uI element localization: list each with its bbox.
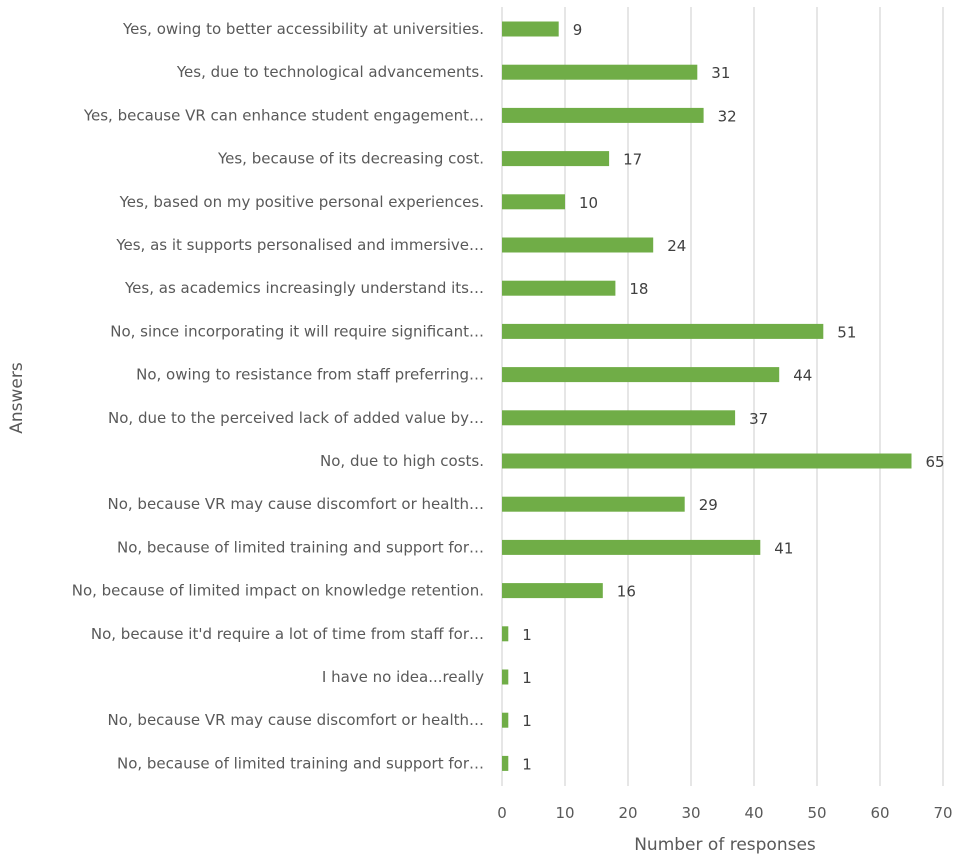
x-tick-labels: 0 10 20 30 40 50 60 70 (497, 804, 952, 822)
x-tick-label: 30 (681, 804, 700, 822)
data-label: 1 (522, 669, 532, 687)
data-label: 41 (774, 539, 793, 557)
x-tick-label: 0 (497, 804, 507, 822)
bar (502, 194, 565, 210)
category-label: No, since incorporating it will require … (110, 322, 484, 340)
category-label: Yes, because of its decreasing cost. (217, 150, 484, 168)
category-label: No, because it'd require a lot of time f… (91, 625, 484, 643)
bar (502, 410, 736, 426)
data-label: 16 (617, 583, 636, 601)
data-label: 1 (522, 755, 532, 773)
bar (502, 21, 559, 37)
data-label: 51 (837, 323, 856, 341)
data-label: 10 (579, 194, 598, 212)
category-label: No, because VR may cause discomfort or h… (107, 711, 484, 729)
category-label: No, due to high costs. (320, 452, 484, 470)
data-label: 17 (623, 151, 642, 169)
category-label: Yes, as academics increasingly understan… (124, 279, 484, 297)
bar (502, 151, 610, 167)
data-label: 65 (926, 453, 945, 471)
bars (502, 21, 912, 771)
x-tick-label: 10 (555, 804, 574, 822)
bar (502, 323, 824, 339)
category-label: Yes, owing to better accessibility at un… (122, 20, 484, 38)
category-label: Yes, based on my positive personal exper… (119, 193, 484, 211)
category-label: Yes, due to technological advancements. (176, 63, 484, 81)
bar (502, 755, 509, 771)
category-labels: Yes, owing to better accessibility at un… (72, 20, 484, 772)
data-label: 18 (629, 280, 648, 298)
x-tick-label: 60 (870, 804, 889, 822)
data-label: 44 (793, 367, 812, 385)
data-label: 24 (667, 237, 686, 255)
bar (502, 453, 912, 469)
data-label: 31 (711, 64, 730, 82)
data-labels: 9 31 32 17 10 24 18 51 44 37 65 29 41 16 1 1 1 1 (522, 21, 944, 773)
y-axis-title: Answers (7, 362, 27, 434)
data-label: 9 (573, 21, 583, 39)
data-label: 29 (699, 496, 718, 514)
x-tick-label: 70 (933, 804, 952, 822)
category-label: No, owing to resistance from staff prefe… (136, 366, 484, 384)
data-label: 32 (718, 107, 737, 125)
category-label: No, because of limited training and supp… (117, 754, 484, 772)
category-label: No, because of limited training and supp… (117, 538, 484, 556)
category-label: Yes, as it supports personalised and imm… (115, 236, 484, 254)
bar (502, 107, 704, 123)
x-tick-label: 50 (807, 804, 826, 822)
bar (502, 280, 616, 296)
x-axis-title: Number of responses (634, 835, 816, 855)
bar (502, 496, 685, 512)
bar (502, 712, 509, 728)
bar (502, 367, 780, 383)
bar (502, 237, 654, 253)
x-tick-label: 40 (744, 804, 763, 822)
category-label: No, due to the perceived lack of added v… (108, 409, 484, 427)
bar (502, 669, 509, 685)
bar (502, 626, 509, 642)
category-label: Yes, because VR can enhance student enga… (83, 106, 484, 124)
category-label: I have no idea...really (322, 668, 484, 686)
data-label: 1 (522, 712, 532, 730)
category-label: No, because of limited impact on knowled… (72, 582, 484, 600)
gridlines (501, 7, 944, 786)
bar (502, 583, 603, 599)
data-label: 1 (522, 626, 532, 644)
bar (502, 64, 698, 80)
x-tick-label: 20 (618, 804, 637, 822)
category-label: No, because VR may cause discomfort or h… (107, 495, 484, 513)
bar (502, 539, 761, 555)
data-label: 37 (749, 410, 768, 428)
